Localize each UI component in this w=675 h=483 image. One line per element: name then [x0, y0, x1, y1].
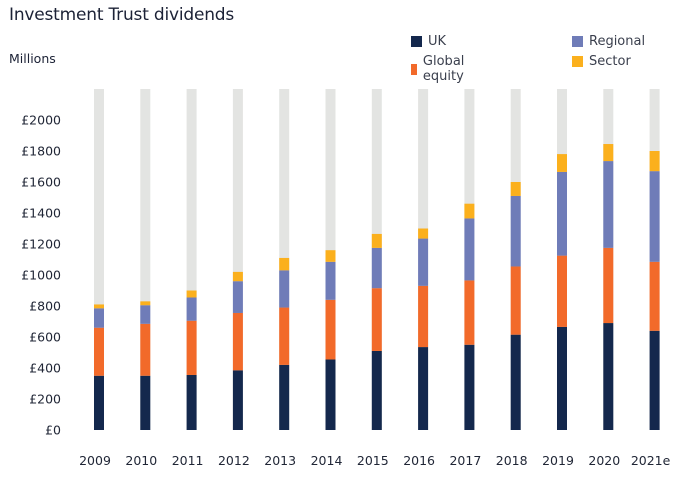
bar-segment-regional-2017 [464, 218, 475, 281]
bar-segment-regional-2020 [603, 161, 614, 248]
bar-segment-uk-2010 [140, 375, 151, 430]
bar-segment-sector-2010 [140, 301, 151, 306]
bar-segment-global-equity-2019 [557, 255, 567, 327]
bar-segment-global-equity-2013 [279, 307, 290, 365]
legend-item-uk: UK [411, 34, 446, 49]
x-tick-label: 2014 [311, 453, 343, 468]
bar-segment-sector-2012 [232, 271, 243, 282]
bar-segment-uk-2019 [557, 326, 567, 430]
legend-swatch-sector [572, 56, 583, 67]
legend-item-sector: Sector [572, 54, 631, 69]
bar-segment-sector-2014 [325, 250, 336, 262]
bar-segment-regional-2018 [510, 195, 521, 267]
legend-label-sector: Sector [589, 54, 631, 69]
bar-segment-global-equity-2020 [603, 247, 614, 324]
y-tick-label: £1600 [21, 175, 61, 190]
bar-segment-global-equity-2018 [510, 266, 521, 335]
bar-segment-regional-2021e [649, 171, 660, 262]
bar-segment-sector-2015 [371, 233, 382, 248]
x-tick-label: 2011 [172, 453, 204, 468]
bar-segment-regional-2010 [140, 305, 151, 324]
x-tick-label: 2019 [542, 453, 574, 468]
y-tick-label: £1200 [21, 237, 61, 252]
x-tick-label: 2016 [403, 453, 435, 468]
legend-label-uk: UK [428, 34, 447, 49]
bar-segment-sector-2020 [603, 144, 614, 162]
y-tick-label: £400 [29, 361, 61, 376]
y-tick-label: £1800 [21, 144, 61, 159]
legend-label-regional: Regional [589, 34, 646, 49]
legend-label-global-equity: Global equity [422, 54, 465, 84]
bar-segment-global-equity-2016 [418, 285, 429, 348]
x-tick-label: 2013 [264, 453, 296, 468]
bar-segment-sector-2016 [418, 228, 429, 239]
bar-segment-sector-2017 [464, 203, 475, 219]
bar-segment-regional-2019 [557, 171, 567, 256]
chart-title: Investment Trust dividends [9, 5, 235, 25]
bar-segment-global-equity-2011 [186, 320, 197, 375]
legend-item-regional: Regional [572, 34, 645, 49]
legend-swatch-uk [411, 36, 422, 47]
legend-swatch-global-equity [411, 63, 417, 75]
bar-segment-global-equity-2010 [140, 323, 151, 376]
bar-segment-global-equity-2009 [94, 327, 104, 376]
bar-segment-uk-2020 [603, 323, 614, 430]
bar-segment-uk-2017 [464, 344, 475, 430]
bar-segment-uk-2011 [186, 374, 197, 430]
legend-item-global-equity: Global equity [411, 54, 469, 84]
x-tick-label: 2018 [496, 453, 528, 468]
bar-segment-sector-2011 [186, 290, 197, 298]
bar-segment-uk-2013 [279, 364, 290, 430]
x-tick-label: 2010 [125, 453, 157, 468]
bar-segment-uk-2009 [94, 375, 104, 430]
bar-segment-regional-2011 [186, 297, 197, 321]
bar-background-track [140, 89, 151, 430]
x-tick-label: 2015 [357, 453, 389, 468]
bar-segment-uk-2015 [371, 350, 382, 430]
bar-segment-global-equity-2017 [464, 280, 475, 345]
bar-background-track [232, 89, 243, 430]
bar-segment-regional-2014 [325, 261, 336, 300]
bar-segment-uk-2016 [418, 347, 429, 430]
bar-segment-sector-2009 [94, 304, 104, 309]
bar-segment-uk-2014 [325, 359, 336, 430]
bar-segment-sector-2021e [649, 151, 660, 172]
bar-segment-uk-2021e [649, 330, 660, 430]
bar-segment-global-equity-2012 [232, 312, 243, 371]
bar-segment-uk-2018 [510, 334, 521, 430]
bar-segment-regional-2013 [279, 270, 290, 308]
bar-segment-regional-2009 [94, 308, 104, 328]
bar-background-track [94, 89, 104, 430]
bar-segment-global-equity-2021e [649, 261, 660, 331]
x-tick-label: 2021e [631, 453, 671, 468]
bar-segment-uk-2012 [232, 370, 243, 430]
y-tick-label: £1400 [21, 206, 61, 221]
y-tick-label: £600 [29, 330, 61, 345]
x-tick-label: 2017 [449, 453, 481, 468]
y-tick-label: £0 [45, 423, 61, 438]
x-tick-label: 2012 [218, 453, 250, 468]
bar-segment-sector-2018 [510, 182, 521, 196]
y-axis-unit-label: Millions [9, 51, 56, 66]
y-tick-label: £800 [29, 299, 61, 314]
bar-segment-global-equity-2014 [325, 299, 336, 360]
bar-segment-regional-2012 [232, 281, 243, 313]
y-tick-label: £1000 [21, 268, 61, 283]
bar-segment-sector-2013 [279, 257, 290, 271]
bar-segment-regional-2016 [418, 238, 429, 286]
legend-swatch-regional [572, 36, 583, 47]
x-tick-label: 2020 [588, 453, 620, 468]
bar-segment-regional-2015 [371, 247, 382, 289]
bar-segment-global-equity-2015 [371, 288, 382, 351]
x-tick-label: 2009 [79, 453, 111, 468]
y-tick-label: £2000 [21, 113, 61, 128]
bar-segment-sector-2019 [557, 154, 567, 172]
y-tick-label: £200 [29, 392, 61, 407]
bar-background-track [186, 89, 197, 430]
